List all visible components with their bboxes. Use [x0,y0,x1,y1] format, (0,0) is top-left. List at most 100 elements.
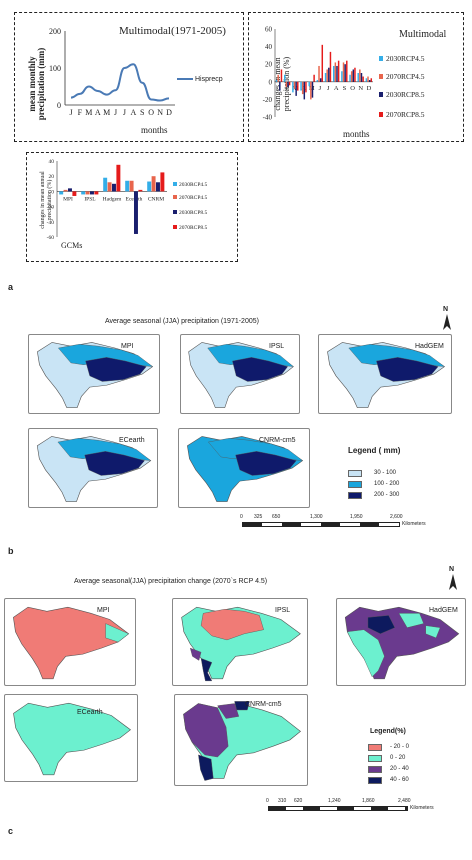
a3-bar [160,172,165,192]
map-c-region [183,703,229,758]
a2-ytick: 20 [265,61,273,69]
a2-bar [285,81,288,88]
a1-xtick: N [157,108,163,117]
a3-legend-swatch [173,225,177,229]
a3-bar [59,191,64,195]
a2-xtick: S [343,85,347,92]
a2-bar [350,71,353,82]
a3-xtick: MPI [63,196,73,202]
a3-ytick: 40 [49,159,55,165]
a3-ytick: -60 [47,235,55,241]
a2-bar [293,81,296,89]
a3-bar [116,164,121,192]
a3-bar [125,180,130,192]
a2-bar [326,69,328,82]
a2-bar [311,81,314,98]
a2-legend-swatch [379,74,383,79]
map-b-shape [327,342,446,408]
map-c-shape [181,606,301,682]
a2-legend-swatch [379,112,383,117]
a1-xtick: M [85,108,92,117]
map-c-region [398,613,424,628]
a2-bar [357,73,359,82]
a2-bar [329,51,332,82]
a3-bar [85,191,90,195]
a1-series-line [70,63,170,102]
a1-xtick: J [69,108,72,117]
a2-bar [297,81,299,91]
a2-legend-label: 2030RCP4.5 [386,54,425,63]
a2-bar [319,78,322,82]
a3-bar [112,183,116,192]
map-c-ipsl: IPSL [172,598,308,686]
a1-xtick: A [130,108,136,117]
map-b-region-high [376,357,439,382]
scale-bar-c: 0 310 620 1,240 1,860 2,480 Kilometers [266,798,434,811]
a3-xtick: CNRM [148,196,164,202]
map-c-mpi: MPI [4,598,136,686]
a2-bar [336,65,338,82]
a2-bar [352,69,355,82]
map-b-shape [188,342,294,408]
a3-bar [94,191,99,195]
a2-bar [316,80,319,82]
bar-chart-monthly-panel: Multimodal changes in mean precipitation… [248,12,464,142]
a2-xtick: F [285,85,289,92]
a2-bar [370,78,373,82]
a2-bar [305,81,307,93]
a2-bar [346,60,348,82]
a2-bar [328,67,330,82]
a3-bar [134,191,138,234]
map-c-region [13,702,132,776]
a2-xtick: J [327,85,330,92]
map-b-title: Average seasonal (JJA) precipitation (19… [105,318,259,325]
a1-xtick: F [78,108,83,117]
a2-bar [310,81,312,100]
a2-bar [300,81,302,91]
a2-bar [342,62,345,82]
map-b-shape [37,342,154,408]
a2-bar [303,81,306,100]
line-chart-legend-label: Hisprecp [195,76,223,83]
a2-legend-swatch [379,92,383,97]
a1-ytick: 100 [49,64,61,73]
legend-b: Legend ( mm) 30 - 100 100 - 200 200 - 30… [348,446,401,499]
a3-legend-swatch [173,182,177,186]
map-b-region-high [84,451,145,476]
a2-ytick: 0 [269,78,273,86]
a2-bar [288,81,291,86]
a2-bar [301,81,304,95]
a3-bar [90,191,94,195]
figure-label-a: a [8,282,14,292]
line-chart-title: Multimodal(1971-2005) [119,25,226,37]
map-b-region-high [232,357,288,382]
a2-legend-label: 2030RCP8.5 [386,90,425,99]
a3-legend-label: 2030RCP4.5 [179,182,208,188]
map-b-cnrm: CNRM-cm5 [178,428,310,508]
a3-bar [81,191,86,195]
a3-bar [68,188,72,192]
map-c-shape [13,702,132,776]
a2-bar [292,81,294,93]
a1-ytick: 0 [57,101,61,110]
a3-bar [138,189,143,192]
a3-bar [107,182,112,192]
a2-bar [359,69,361,82]
north-arrow-c: N [446,566,460,594]
a2-ytick: 40 [265,43,273,51]
a1-xtick: J [114,108,117,117]
a3-bar [72,191,77,196]
line-chart-xlabel: months [141,125,168,135]
a2-bar [368,80,371,82]
bar-chart-monthly-xlabel: months [343,129,370,139]
a1-xtick: J [123,108,126,117]
a2-bar [360,73,363,82]
a3-ytick: -20 [47,205,55,211]
map-c-region [234,701,250,711]
a2-bar [321,44,324,82]
a2-ytick: -40 [263,114,273,122]
north-arrow-b: N [440,306,454,334]
map-c-shape [344,606,460,680]
a2-bar [341,71,343,82]
a3-legend-swatch [173,195,177,199]
